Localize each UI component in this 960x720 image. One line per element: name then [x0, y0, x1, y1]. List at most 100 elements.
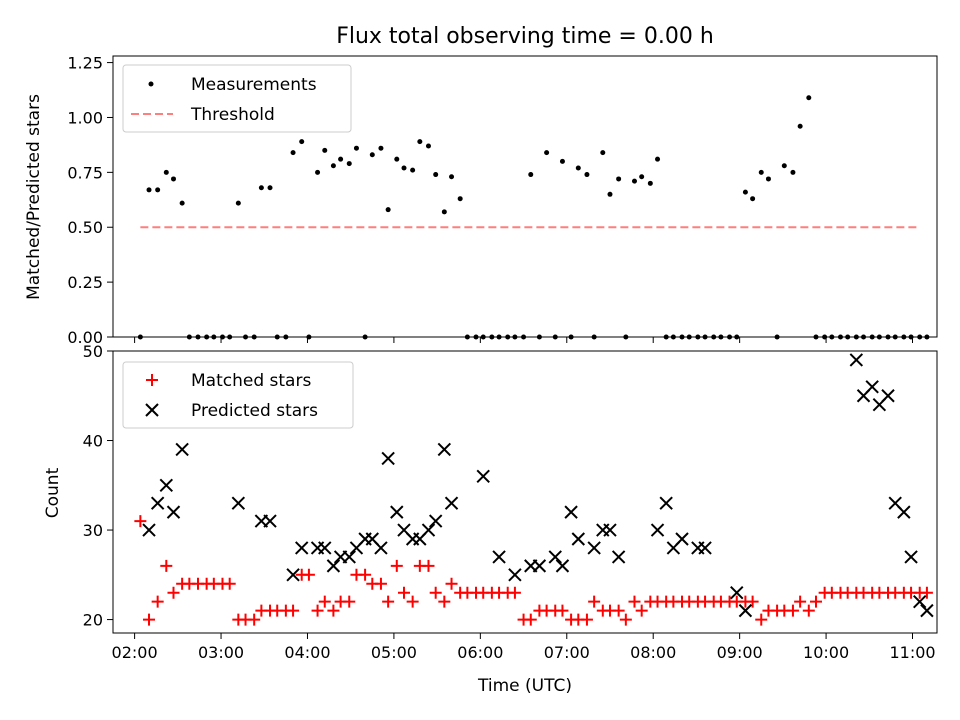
measurement-point — [837, 334, 843, 340]
measurement-point — [917, 334, 923, 340]
matched-star-point — [302, 568, 315, 581]
top-y-axis: 0.00 0.25 0.50 0.75 1.00 1.25 — [67, 54, 113, 347]
measurement-point — [417, 139, 423, 145]
predicted-star-point — [166, 505, 181, 519]
measurement-point — [544, 150, 550, 156]
measurement-point — [750, 196, 756, 202]
measurement-point — [204, 334, 210, 340]
measurement-point — [137, 334, 143, 340]
predicted-star-point — [508, 568, 522, 582]
measurement-point — [575, 165, 581, 171]
measurement-point — [449, 174, 455, 180]
measurement-point — [251, 334, 257, 340]
measurement-point — [441, 209, 447, 215]
top-plot-marks — [137, 95, 930, 340]
measurement-point — [639, 174, 645, 180]
bottom-y-axis-label: Count — [43, 467, 63, 518]
measurement-point — [876, 334, 882, 340]
measurement-point — [394, 156, 400, 162]
measurement-point — [631, 178, 637, 184]
measurement-point — [219, 334, 225, 340]
measurement-point — [473, 334, 479, 340]
predicted-star-point — [730, 586, 744, 600]
measurement-point — [616, 176, 622, 182]
predicted-star-point — [659, 496, 673, 510]
measurement-point — [274, 334, 280, 340]
matched-star-point — [248, 613, 261, 626]
matched-star-point — [802, 604, 815, 617]
measurement-point — [179, 200, 185, 206]
predicted-star-point — [150, 496, 165, 510]
measurement-point — [806, 95, 812, 101]
measurement-point — [568, 334, 574, 340]
measurement-point — [663, 334, 669, 340]
measurement-point — [845, 334, 851, 340]
matched-star-point — [359, 568, 372, 581]
predicted-star-point — [849, 353, 864, 367]
measurement-point — [670, 334, 676, 340]
measurement-point — [330, 163, 336, 169]
predicted-star-point — [571, 532, 586, 546]
matched-star-point — [794, 595, 807, 608]
matched-star-point — [580, 613, 593, 626]
measurement-point — [362, 334, 368, 340]
measurement-point — [496, 334, 502, 340]
predicted-star-point — [476, 469, 490, 484]
bottom-legend-box — [122, 361, 354, 429]
measurement-point — [623, 334, 629, 340]
matched-star-point — [390, 559, 403, 572]
bottom-plot-frame — [112, 350, 938, 634]
predicted-star-point — [295, 541, 309, 555]
matched-star-point — [809, 595, 822, 608]
predicted-star-point — [326, 559, 341, 573]
legend-measurements-marker — [148, 81, 154, 87]
predicted-star-point — [381, 451, 395, 466]
measurement-point — [584, 172, 590, 178]
matched-star-point — [746, 595, 759, 608]
matched-star-point — [318, 595, 331, 608]
y-tick-label: 0.25 — [67, 273, 103, 292]
matched-star-point — [438, 595, 451, 608]
matched-star-point — [786, 604, 799, 617]
measurement-point — [536, 334, 542, 340]
predicted-star-point — [698, 541, 712, 555]
predicted-star-point — [532, 559, 547, 573]
matched-star-point — [755, 613, 768, 626]
matched-star-point — [612, 604, 625, 617]
measurement-point — [267, 185, 273, 191]
measurement-point — [924, 334, 930, 340]
matched-star-point — [343, 595, 356, 608]
predicted-star-point — [286, 568, 300, 582]
predicted-star-point — [611, 550, 626, 564]
measurement-point — [797, 123, 803, 129]
chart-title: Flux total observing time = 0.00 h — [336, 24, 714, 49]
measurement-point — [528, 172, 534, 178]
top-y-axis-label: Matched/Predicted stars — [24, 94, 44, 300]
measurement-point — [829, 334, 835, 340]
predicted-star-point — [142, 523, 156, 537]
top-legend-box — [122, 64, 352, 133]
predicted-star-point — [175, 442, 189, 457]
matched-star-point — [619, 613, 632, 626]
measurement-point — [774, 334, 780, 340]
legend-matched-marker — [146, 374, 158, 386]
measurement-point — [758, 169, 764, 175]
predicted-star-point — [881, 389, 895, 403]
predicted-star-point — [603, 523, 617, 537]
measurement-point — [235, 200, 241, 206]
y-tick-label: 1.25 — [67, 54, 103, 73]
matched-star-point — [920, 586, 933, 599]
matched-star-point — [167, 586, 180, 599]
measurement-point — [695, 334, 701, 340]
measurement-point — [702, 334, 708, 340]
y-tick-label: 1.00 — [67, 108, 103, 127]
matched-star-point — [151, 595, 164, 608]
matched-star-point — [524, 613, 537, 626]
measurement-point — [869, 334, 875, 340]
measurement-point — [892, 334, 898, 340]
measurement-point — [433, 172, 439, 178]
predicted-star-point — [159, 478, 174, 492]
y-tick-label: 30 — [83, 521, 103, 540]
